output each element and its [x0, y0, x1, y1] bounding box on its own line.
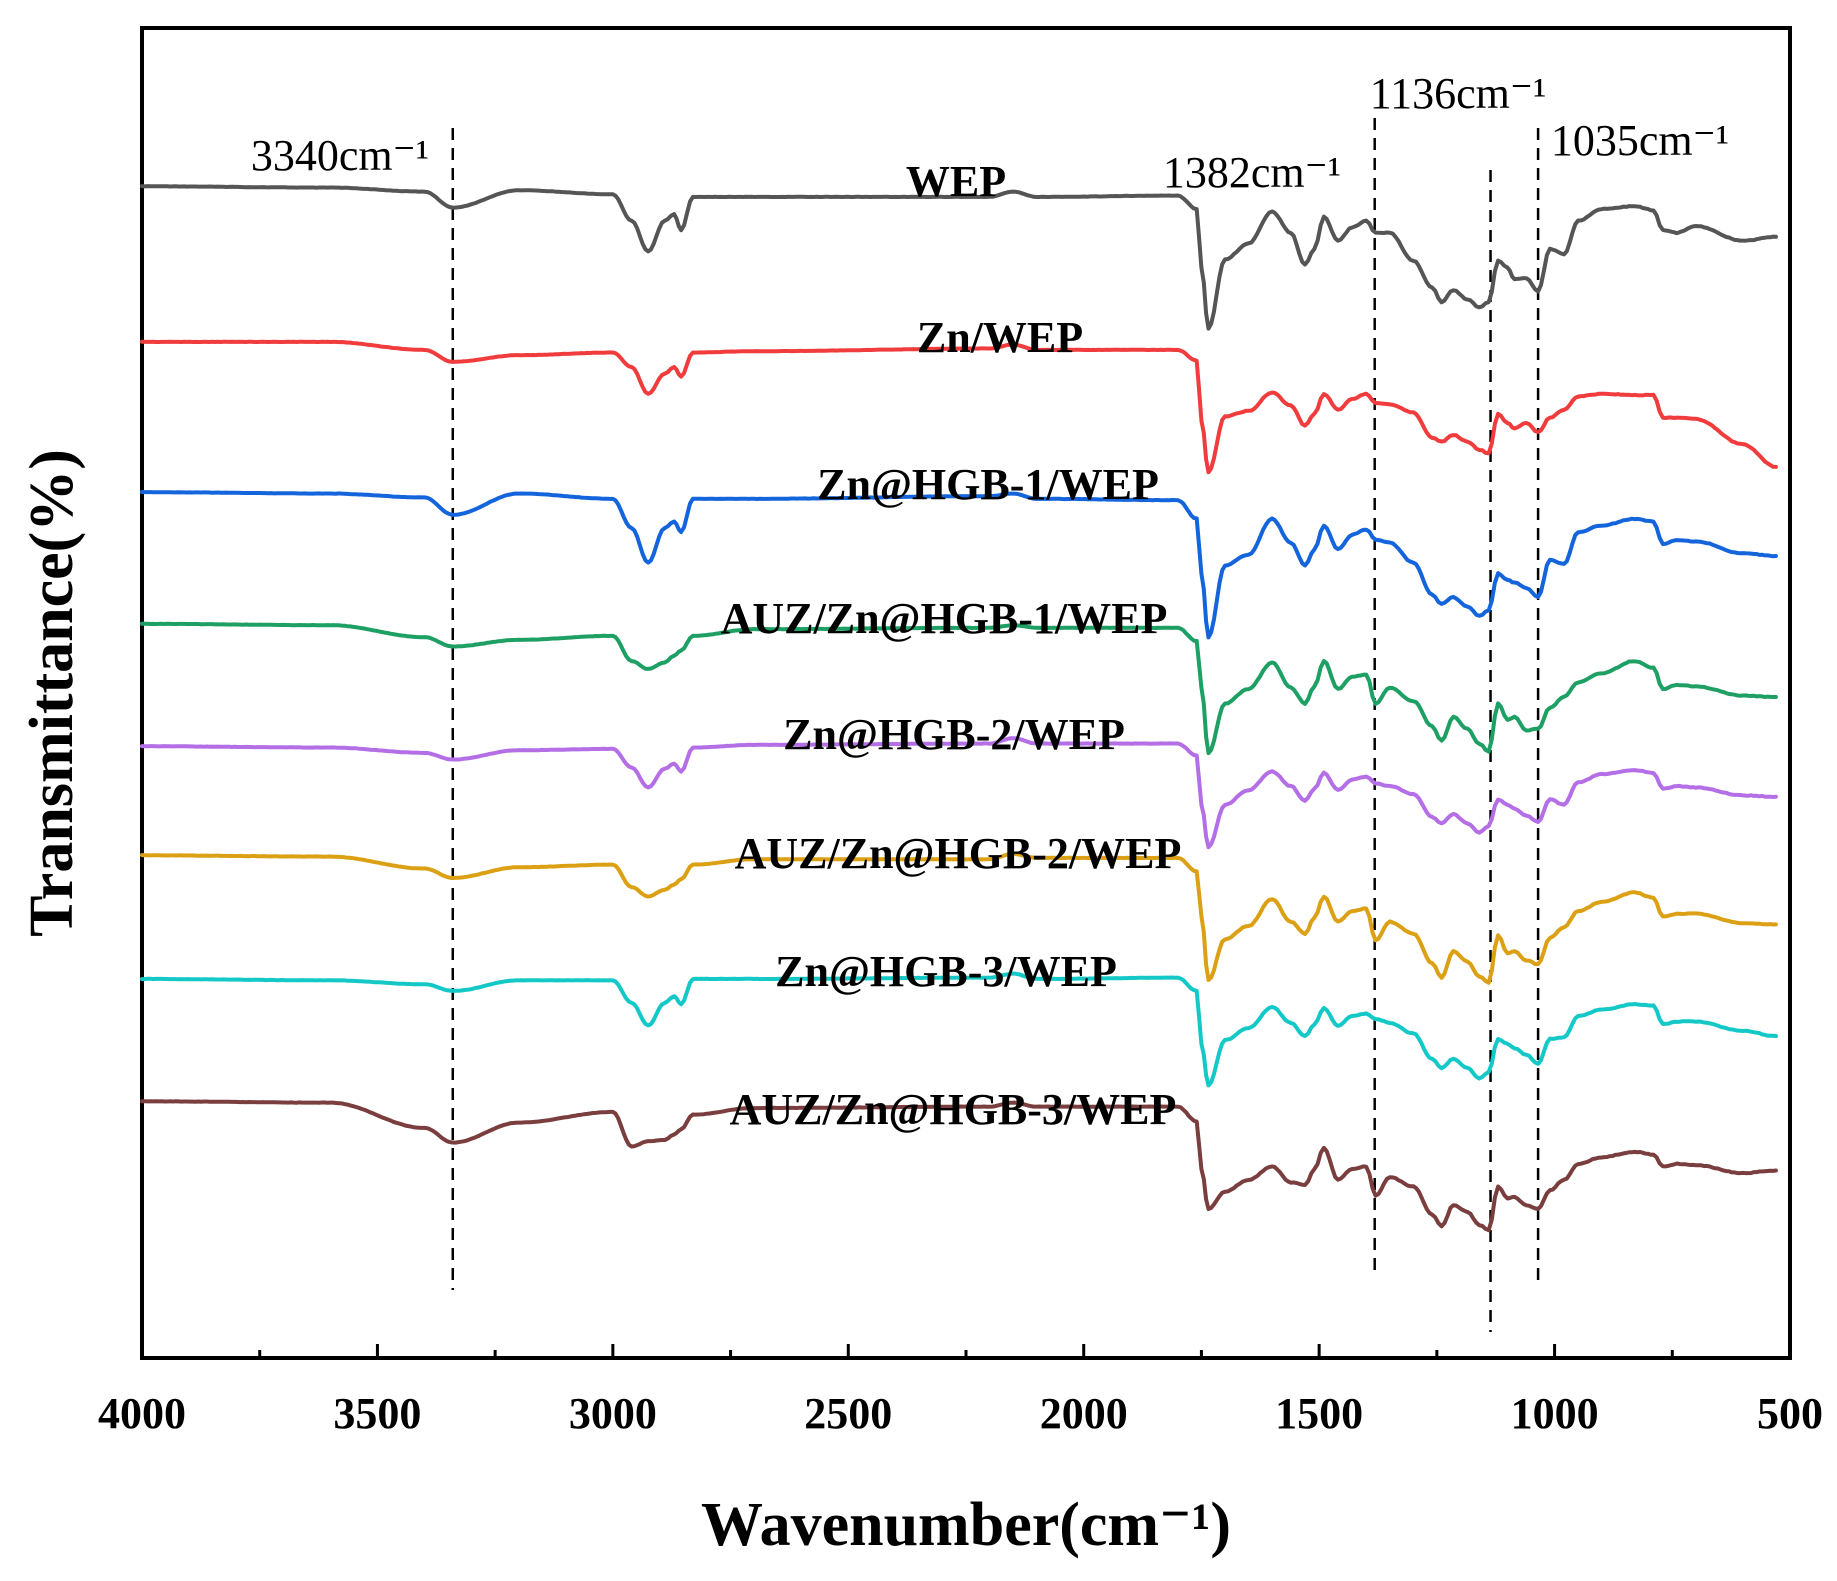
x-tick-label-1500: 1500 [1275, 1389, 1363, 1438]
marker-label-1382: 1382cm⁻¹ [1163, 148, 1341, 197]
x-tick-label-2000: 2000 [1040, 1389, 1128, 1438]
marker-label-1136: 1136cm⁻¹ [1370, 69, 1547, 118]
series-line-zn-hgb-1-wep [140, 490, 1778, 640]
y-axis-title: Transmittance(%) [18, 449, 86, 937]
marker-label-1035: 1035cm⁻¹ [1551, 116, 1729, 165]
series-label-wep: WEP [906, 157, 1006, 206]
plot-frame [140, 26, 1792, 1360]
series-line-zn-wep [140, 339, 1778, 475]
x-tick-label-1000: 1000 [1511, 1389, 1599, 1438]
x-tick-label-3500: 3500 [333, 1389, 421, 1438]
spectra-series [140, 184, 1778, 1233]
x-axis-title: Wavenumber(cm⁻¹) [701, 1491, 1231, 1559]
series-line-wep [140, 184, 1778, 331]
series-labels: WEP Zn/WEP Zn@HGB-1/WEP AUZ/Zn@HGB-1/WEP Zn@… [721, 157, 1182, 1134]
series-label-auz-zn-hgb-1-wep: AUZ/Zn@HGB-1/WEP [721, 594, 1168, 643]
x-tick-label-2500: 2500 [804, 1389, 892, 1438]
x-tick-label-500: 500 [1757, 1389, 1823, 1438]
marker-label-3340: 3340cm⁻¹ [251, 131, 429, 180]
series-label-zn-hgb-2-wep: Zn@HGB-2/WEP [783, 710, 1125, 759]
series-label-zn-hgb-1-wep: Zn@HGB-1/WEP [817, 460, 1159, 509]
series-line-zn-hgb-2-wep [140, 736, 1778, 850]
x-axis-ticks: 4000 3500 3000 2500 2000 1500 1000 500 [98, 1344, 1823, 1438]
series-label-auz-zn-hgb-3-wep: AUZ/Zn@HGB-3/WEP [730, 1085, 1177, 1134]
series-label-auz-zn-hgb-2-wep: AUZ/Zn@HGB-2/WEP [735, 829, 1182, 878]
series-line-auz-zn-hgb-1-wep [140, 621, 1778, 756]
series-label-zn-wep: Zn/WEP [917, 313, 1083, 362]
series-line-auz-zn-hgb-3-wep [140, 1099, 1778, 1233]
series-line-auz-zn-hgb-2-wep [140, 851, 1778, 985]
series-line-zn-hgb-3-wep [140, 971, 1778, 1088]
x-tick-label-3000: 3000 [569, 1389, 657, 1438]
x-tick-label-4000: 4000 [98, 1389, 186, 1438]
series-label-zn-hgb-3-wep: Zn@HGB-3/WEP [775, 947, 1117, 996]
